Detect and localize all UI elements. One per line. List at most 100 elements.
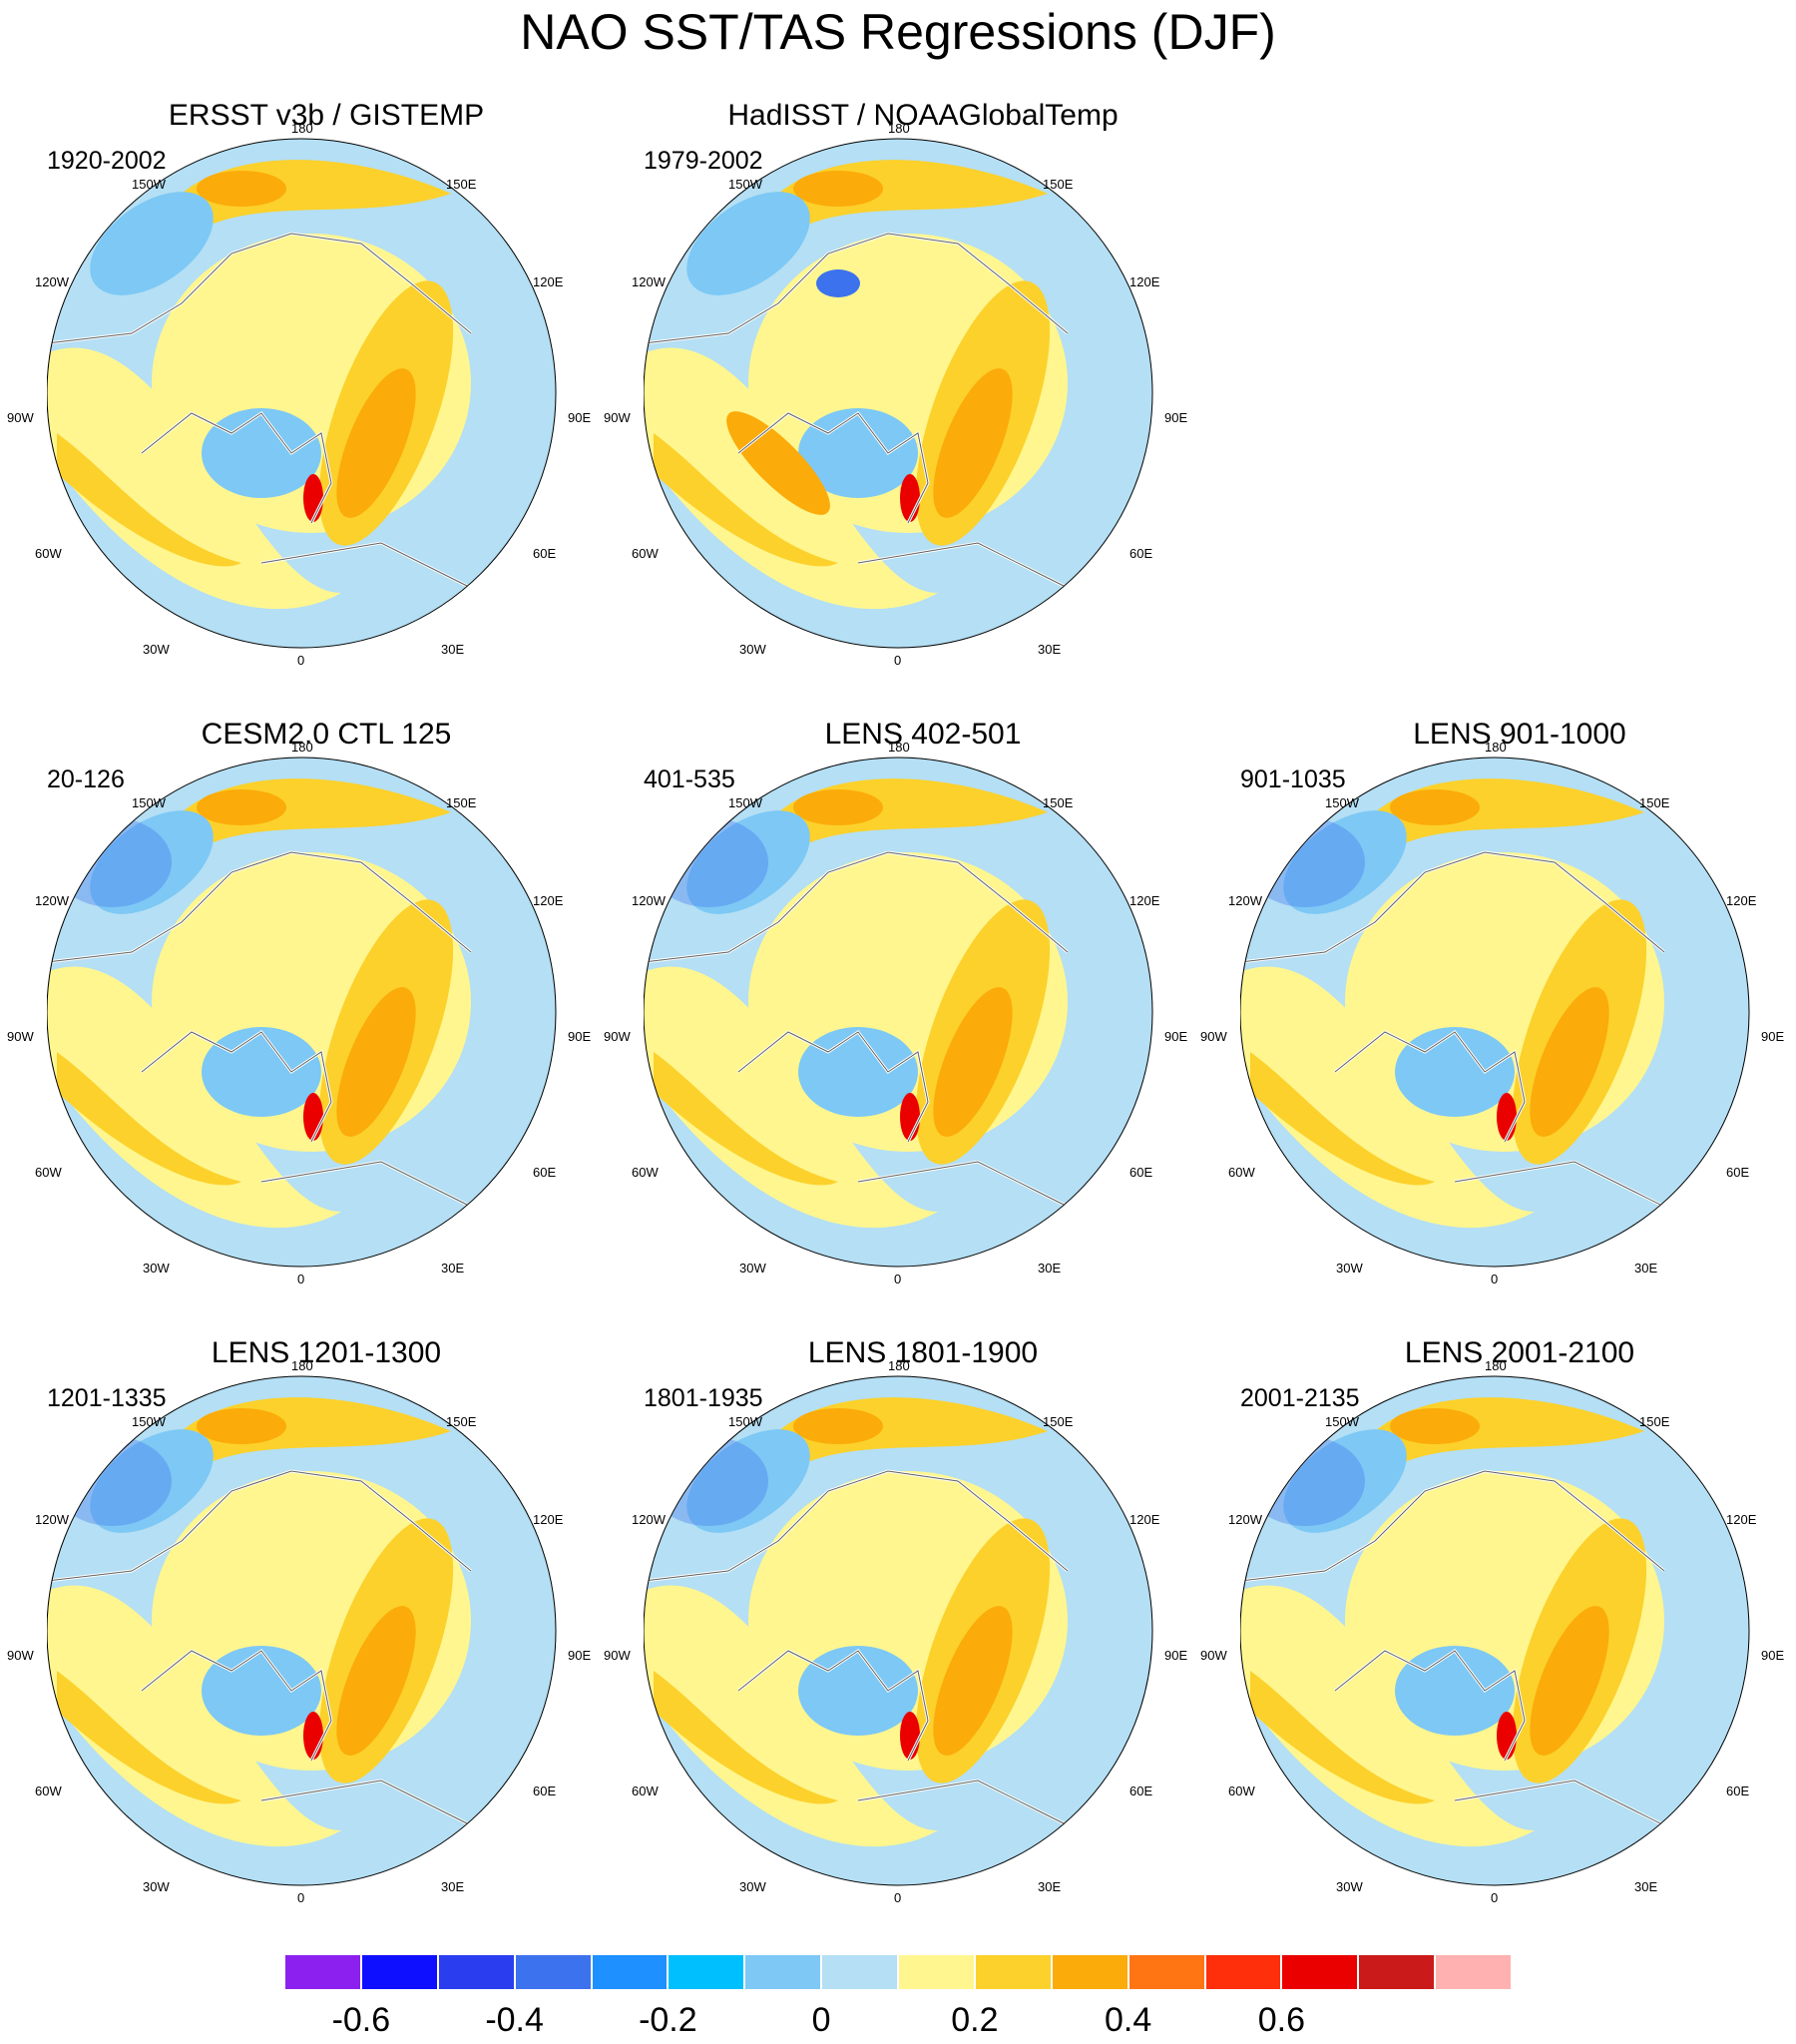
alaska-cold-region <box>686 810 810 914</box>
lon-label-60w: 60W <box>35 1784 62 1798</box>
eurasia-warm-core <box>933 368 1013 518</box>
panel-title: LENS 1801-1900 <box>807 1336 1039 1369</box>
lon-label-90w: 90W <box>1200 1029 1227 1044</box>
lon-label-60w: 60W <box>632 1784 659 1798</box>
colorbar-tick-label: -0.4 <box>485 2001 544 2039</box>
lon-label-180: 180 <box>291 1358 313 1373</box>
polar-stereographic-map <box>644 1375 1153 1886</box>
lon-label-90w: 90W <box>7 1648 34 1663</box>
coastlines <box>1240 1470 1695 1841</box>
pacific-warm-core <box>197 789 286 825</box>
lon-label-120w: 120W <box>1228 893 1262 908</box>
atlantic-warm-core <box>654 433 838 567</box>
panel-period: 20-126 <box>47 766 125 793</box>
atlantic-warm-core <box>654 1671 838 1804</box>
lon-label-30w: 30W <box>143 1879 170 1894</box>
lon-label-90e: 90E <box>568 1648 592 1663</box>
lon-label-180: 180 <box>1485 740 1507 755</box>
polar-stereographic-map <box>47 138 557 649</box>
panel-title: LENS 1201-1300 <box>211 1336 442 1369</box>
lon-label-30w: 30W <box>1336 1879 1363 1894</box>
globe-border <box>644 138 1153 649</box>
globe-border <box>1240 757 1750 1268</box>
eurasia-warm-core <box>1530 1606 1609 1756</box>
lon-label-30w: 30W <box>739 642 766 657</box>
globe-border <box>47 757 557 1268</box>
labrador-cold-region <box>202 1027 321 1117</box>
lon-label-150e: 150E <box>1639 1414 1670 1429</box>
lon-label-120e: 120E <box>1726 893 1757 908</box>
alaska-cold-region <box>90 1429 214 1533</box>
lon-label-60e: 60E <box>533 1165 557 1180</box>
labrador-cold-region <box>798 1646 918 1736</box>
lon-label-30e: 30E <box>441 1879 465 1894</box>
colorbar-swatch <box>1358 1954 1436 1990</box>
lon-label-0: 0 <box>1491 1272 1499 1286</box>
lon-label-30e: 30E <box>1038 1879 1062 1894</box>
colorbar-swatch <box>744 1954 822 1990</box>
panel-title: ERSST v3b / GISTEMP <box>168 99 485 132</box>
lon-label-30w: 30W <box>739 1261 766 1276</box>
colorbar-swatch <box>821 1954 898 1990</box>
lon-label-150e: 150E <box>446 1414 477 1429</box>
coastlines <box>47 233 502 604</box>
lon-label-120e: 120E <box>533 274 564 289</box>
panel-title: LENS 402-501 <box>824 718 1022 751</box>
panel-title: CESM2.0 CTL 125 <box>201 718 452 751</box>
lon-label-120w: 120W <box>35 274 69 289</box>
colorbar-swatch <box>898 1954 975 1990</box>
panel-period: 1801-1935 <box>644 1384 763 1412</box>
lon-label-60e: 60E <box>1726 1784 1750 1798</box>
lon-label-30e: 30E <box>1634 1261 1658 1276</box>
atlantic-warm-core <box>654 1052 838 1186</box>
globe-border <box>1240 1375 1750 1886</box>
lon-label-0: 0 <box>894 653 902 668</box>
globe-border <box>47 1375 557 1886</box>
eurasia-warm-core <box>336 987 416 1137</box>
pacific-warm-core <box>793 171 883 207</box>
pacific-cold-region <box>649 817 768 907</box>
alaska-cold-region <box>90 810 214 914</box>
colorbar-swatch <box>668 1954 745 1990</box>
lon-label-30e: 30E <box>1634 1879 1658 1894</box>
lon-label-90w: 90W <box>1200 1648 1227 1663</box>
atlantic-warm-core <box>57 1052 241 1186</box>
colorbar-tick-label: 0 <box>811 2001 831 2039</box>
map-panel-1: ERSST v3b / GISTEMP 1920-2002 180 150W 1… <box>7 98 606 707</box>
polar-stereographic-map <box>644 757 1153 1268</box>
colorbar-swatch <box>591 1954 669 1990</box>
coastlines <box>1240 851 1695 1223</box>
globe-border <box>644 757 1153 1268</box>
scandinavia-hotspot <box>1497 1093 1517 1141</box>
atlantic-warm-core <box>57 433 241 567</box>
lon-label-150w: 150W <box>1325 795 1359 810</box>
coastlines <box>644 851 1099 1223</box>
lon-label-120w: 120W <box>632 893 666 908</box>
polar-stereographic-map <box>644 138 1153 649</box>
panel-period: 401-535 <box>644 766 735 793</box>
lon-label-30e: 30E <box>1038 642 1062 657</box>
lon-label-150e: 150E <box>1043 177 1074 192</box>
map-panel-8: LENS 2001-2100 2001-2135 180 150W 150E 1… <box>1200 1335 1796 1944</box>
map-panel-4: LENS 402-501 401-535 180 150W 150E 120W … <box>604 717 1202 1325</box>
lon-label-60e: 60E <box>533 546 557 561</box>
alaska-cold-region <box>1283 1429 1407 1533</box>
lon-label-0: 0 <box>297 1272 305 1286</box>
colorbar-tick-label: -0.2 <box>639 2001 697 2039</box>
panel-title: LENS 901-1000 <box>1413 718 1626 751</box>
panel-title: LENS 2001-2100 <box>1404 1336 1635 1369</box>
lon-label-120e: 120E <box>1129 1512 1160 1527</box>
labrador-cold-region <box>798 408 918 498</box>
lon-label-60w: 60W <box>35 546 62 561</box>
lon-label-180: 180 <box>291 740 313 755</box>
pacific-cold-region <box>1245 817 1365 907</box>
pacific-warm-core <box>1390 789 1480 825</box>
globe-border <box>47 138 557 649</box>
colorbar-tick-label: 0.2 <box>951 2001 999 2039</box>
eurasia-warm-core <box>336 368 416 518</box>
lon-label-0: 0 <box>297 1890 305 1905</box>
lon-label-60e: 60E <box>1129 546 1153 561</box>
lon-label-150w: 150W <box>1325 1414 1359 1429</box>
lon-label-150w: 150W <box>728 1414 762 1429</box>
pacific-warm-core <box>1390 1408 1480 1444</box>
